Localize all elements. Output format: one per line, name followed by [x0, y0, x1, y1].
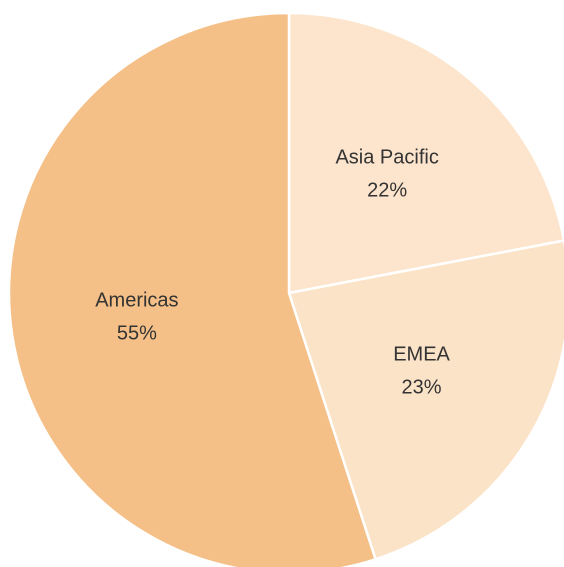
slice-label: Asia Pacific: [335, 147, 438, 169]
slice-value: 22%: [367, 180, 407, 202]
pie-slice: [287, 11, 564, 295]
slice-label: Americas: [95, 289, 178, 311]
slice-value: 55%: [117, 322, 157, 344]
slice-value: 23%: [402, 377, 442, 399]
pie-slice: [7, 11, 378, 567]
pie-slice: [287, 239, 564, 561]
slice-label: EMEA: [393, 344, 450, 366]
